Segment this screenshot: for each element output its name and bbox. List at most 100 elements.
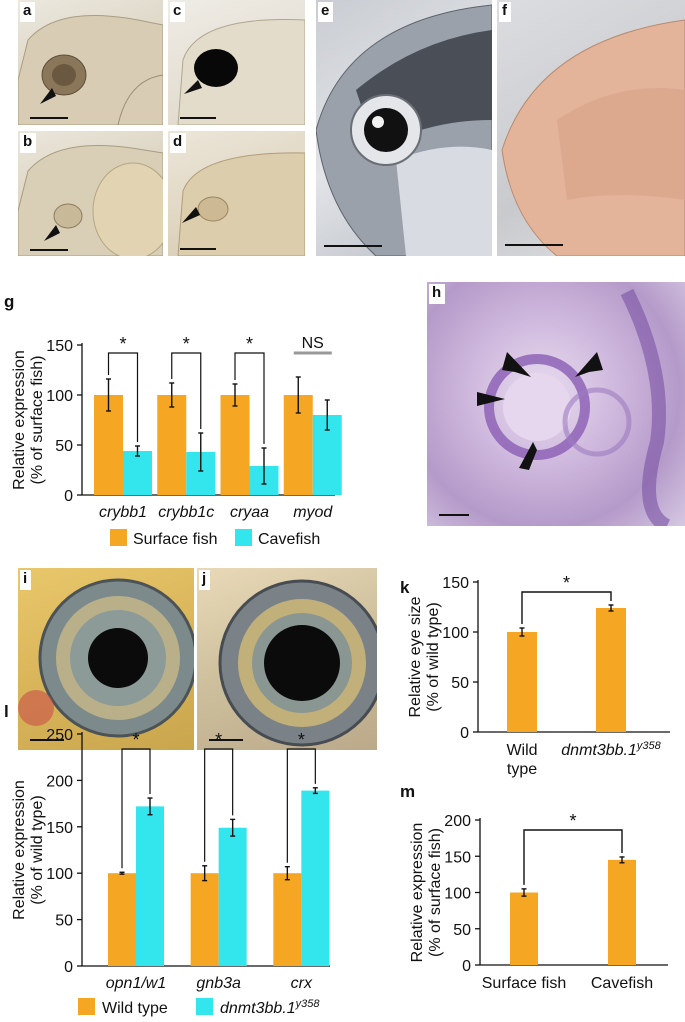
panel-label-i: i [20, 570, 32, 590]
l-bar-1-wildtype [190, 873, 219, 966]
g-significance-1: * [183, 334, 190, 354]
g-significance-2: * [246, 334, 253, 354]
g-category-0: crybb1 [99, 504, 147, 521]
photo-panel-h: h [427, 282, 685, 526]
k-bracket [521, 591, 612, 624]
l-category-0: opn1/w1 [106, 975, 167, 992]
chart-l: 0 50 100 150 200 250 Relative expression (% of … [11, 727, 330, 1017]
m-bracket [523, 829, 623, 885]
g-bar-cryaa-surface [220, 395, 250, 495]
m-category-1: Cavefish [591, 975, 653, 992]
m-y-label: Relative expression [409, 823, 426, 963]
l-y-label-2: (% of wild type) [29, 795, 46, 904]
panel-label-j: j [199, 570, 211, 590]
panel-label-m: m [400, 782, 416, 801]
k-significance: * [563, 573, 570, 593]
photo-panel-b: b [18, 131, 163, 256]
photo-panel-a: a [18, 0, 163, 125]
chart-g: 0 50 100 150 Relative expression (% of surfac… [11, 334, 342, 548]
k-y-tick-3: 150 [442, 575, 469, 592]
l-legend-label-0: Wild type [102, 1000, 168, 1017]
panel-label-f: f [499, 2, 511, 22]
panel-label-d: d [170, 133, 187, 153]
l-bracket-2 [286, 748, 316, 863]
m-y-label-2: (% of surface fish) [427, 828, 444, 957]
g-bar-crybb1c-surface [157, 395, 187, 495]
g-y-tick-1: 50 [55, 438, 73, 455]
panel-label-e: e [318, 2, 334, 22]
m-significance: * [569, 811, 576, 831]
k-category-0-line1: Wild [506, 742, 537, 759]
g-legend-label-0: Surface fish [133, 531, 217, 548]
g-bracket-1 [171, 352, 202, 429]
photo-panel-j: j [197, 568, 377, 750]
l-y-tick-3: 150 [46, 820, 73, 837]
l-bar-0-wildtype [108, 873, 136, 966]
chart-m: 0 50 100 150 200 Relative expression (% of sur… [409, 811, 668, 992]
g-bracket-2 [234, 352, 265, 444]
g-significance-0: * [119, 334, 126, 354]
g-y-label-2: (% of surface fish) [29, 356, 46, 485]
l-y-tick-4: 200 [46, 773, 73, 790]
k-bar-0 [507, 632, 537, 732]
k-category-1: dnmt3bb.1y358 [561, 740, 661, 759]
l-significance-2: * [298, 730, 305, 750]
l-category-2: crx [291, 975, 313, 992]
chart-k: 0 50 100 150 Relative eye size (% of wild typ… [407, 573, 670, 778]
g-significance-3: NS [302, 335, 324, 352]
g-category-1: crybb1c [158, 504, 214, 521]
l-legend-label-1: dnmt3bb.1y358 [220, 998, 320, 1017]
photo-panel-i: i [18, 568, 194, 750]
k-bar-1 [596, 608, 626, 732]
m-y-tick-0: 0 [462, 958, 471, 975]
panel-label-l: l [4, 702, 9, 721]
k-category-0-line2: type [507, 761, 537, 778]
l-significance-1: * [215, 730, 222, 750]
l-bar-1-mutant [218, 827, 247, 966]
l-y-tick-2: 100 [46, 866, 73, 883]
l-bar-2-mutant [301, 790, 330, 966]
l-bracket-0 [121, 748, 151, 869]
m-y-tick-4: 200 [444, 813, 471, 830]
k-y-label-2: (% of wild type) [425, 602, 442, 711]
l-y-label: Relative expression [11, 780, 28, 920]
m-bar-1 [608, 859, 636, 965]
m-bar-0 [510, 892, 538, 965]
panel-label-k: k [400, 578, 410, 597]
l-y-tick-5: 250 [46, 727, 73, 744]
m-y-tick-1: 50 [453, 922, 471, 939]
k-y-tick-2: 100 [442, 625, 469, 642]
k-y-tick-0: 0 [460, 725, 469, 742]
m-y-tick-2: 100 [444, 886, 471, 903]
photo-panel-c: c [168, 0, 305, 125]
l-y-tick-1: 50 [55, 913, 73, 930]
photo-panel-d: d [168, 131, 305, 256]
l-significance-0: * [132, 730, 139, 750]
m-y-tick-3: 150 [444, 849, 471, 866]
g-y-tick-3: 150 [46, 338, 73, 355]
g-legend-swatch-0 [110, 529, 127, 546]
l-bar-0-mutant [136, 806, 164, 966]
l-bracket-1 [204, 748, 234, 862]
g-category-2: cryaa [230, 504, 269, 521]
l-legend-swatch-1 [196, 998, 213, 1015]
l-y-tick-0: 0 [64, 959, 73, 976]
g-y-tick-2: 100 [46, 388, 73, 405]
photo-panel-e: e [316, 0, 492, 256]
panel-label-c: c [170, 2, 186, 22]
g-y-tick-0: 0 [64, 488, 73, 505]
panel-label-g: g [4, 292, 15, 311]
g-bracket-0 [107, 352, 139, 442]
l-legend-swatch-0 [78, 998, 95, 1015]
g-legend-label-1: Cavefish [258, 531, 320, 548]
g-legend-swatch-1 [235, 529, 252, 546]
photo-panel-f: f [497, 0, 685, 256]
g-category-3: myod [293, 504, 333, 521]
panel-label-b: b [20, 133, 37, 153]
l-category-1: gnb3a [196, 975, 241, 992]
panel-label-a: a [20, 2, 36, 22]
k-y-tick-1: 50 [451, 675, 469, 692]
panel-label-h: h [429, 284, 446, 304]
g-bar-crybb1-cave [123, 451, 152, 495]
k-y-label: Relative eye size [407, 596, 424, 717]
